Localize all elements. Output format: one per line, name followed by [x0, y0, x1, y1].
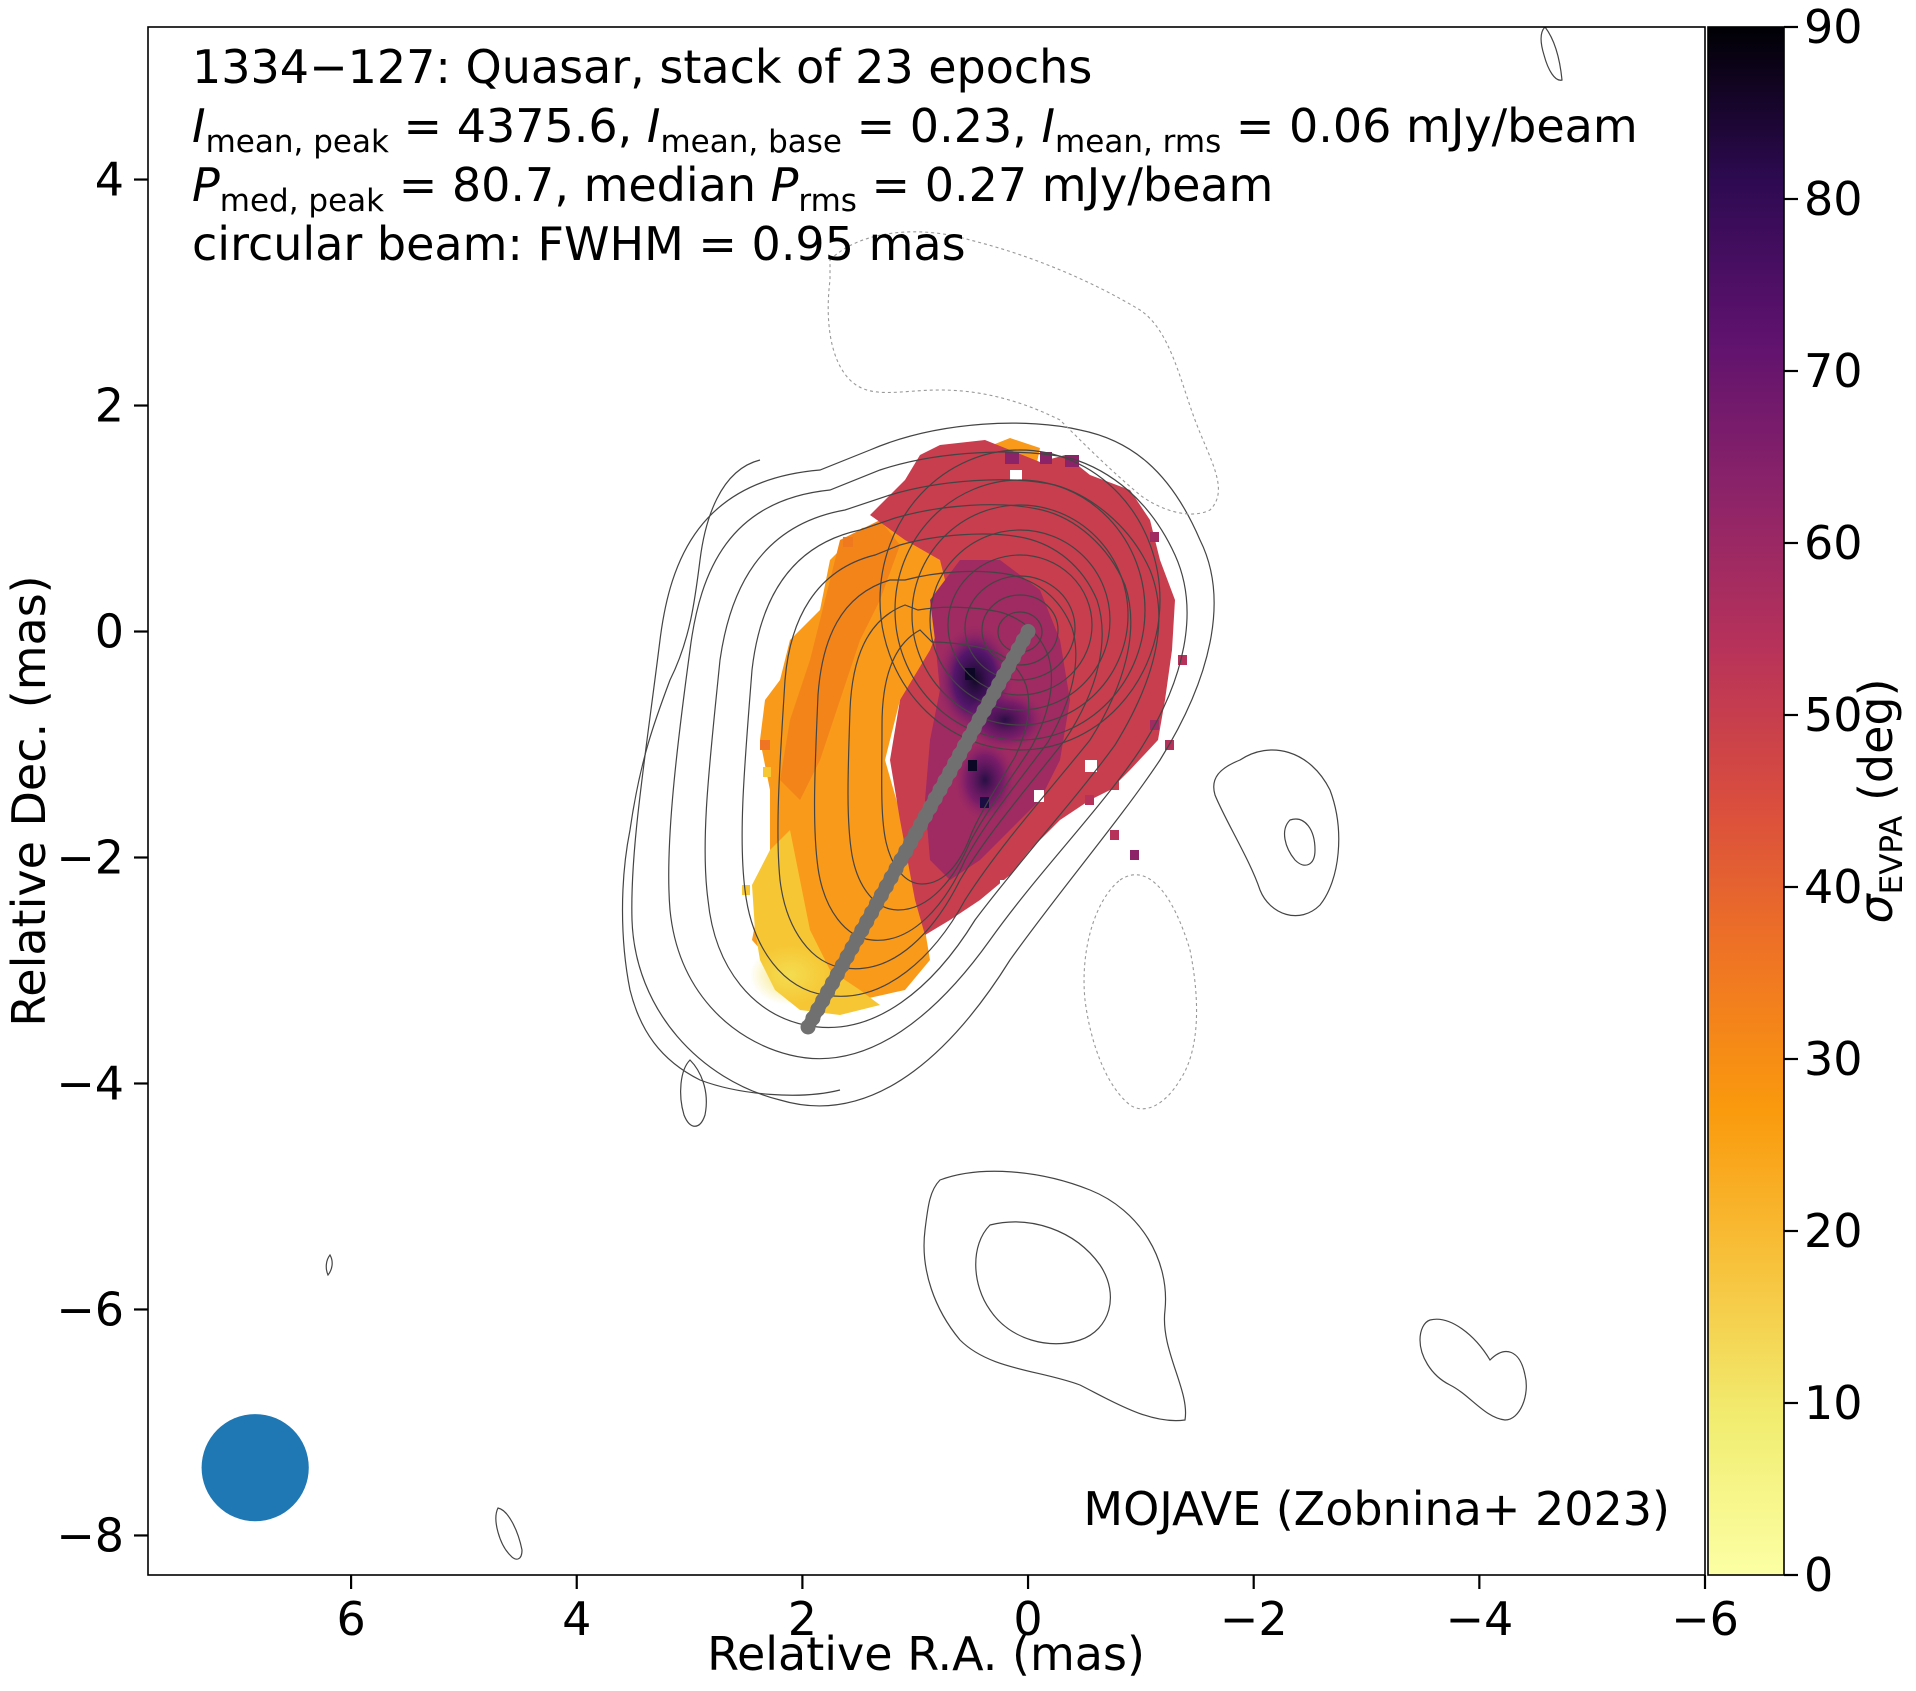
y-axis: 4 2 0 −2 −4 −6 −8: [56, 153, 148, 1562]
x-tick-label: −2: [1220, 1592, 1288, 1646]
ridge-points: [800, 624, 1036, 1035]
annotation-line-2: Imean, peak = 4375.6, Imean, base = 0.23…: [192, 99, 1638, 160]
x-tick-label: −6: [1671, 1592, 1739, 1646]
colorbar: [1707, 26, 1785, 1576]
axes-frame: [147, 26, 1706, 1576]
heatmap-pixel: [763, 767, 771, 777]
heatmap-gap: [1034, 790, 1044, 802]
credit-text: MOJAVE (Zobnina+ 2023): [1083, 1482, 1670, 1536]
x-tick-label: 2: [788, 1592, 817, 1646]
heatmap-gap: [1010, 470, 1022, 480]
heatmap-pixel: [1110, 830, 1119, 840]
heatmap-gap: [1055, 825, 1067, 837]
heatmap-pixel: [1150, 532, 1159, 542]
y-tick-label: −2: [56, 830, 124, 884]
colorbar-tick-label: 40: [1804, 860, 1863, 914]
heatmap-pixel: [1005, 452, 1019, 464]
y-axis-label: Relative Dec. (mas): [2, 575, 56, 1026]
y-tick-label: 4: [95, 153, 124, 207]
colorbar-tick-label: 20: [1804, 1204, 1863, 1258]
x-axis-label: Relative R.A. (mas): [707, 1627, 1145, 1681]
annotation-line-3: Pmed, peak = 80.7, median Prms = 0.27 mJ…: [192, 158, 1273, 219]
negative-contours: [827, 231, 1219, 1110]
y-tick-label: 2: [95, 379, 124, 433]
y-tick-label: −6: [56, 1282, 124, 1336]
colorbar-tick-label: 30: [1804, 1032, 1863, 1086]
annotation-line-1: 1334−127: Quasar, stack of 23 epochs: [192, 40, 1092, 94]
heatmap-pixel-dark: [965, 668, 975, 680]
x-tick-label: 4: [562, 1592, 591, 1646]
annotation-block: 1334−127: Quasar, stack of 23 epochs Ime…: [192, 40, 1638, 271]
colorbar-tick-label: 70: [1804, 344, 1863, 398]
colorbar-axis: 0 10 20 30 40 50 60 70 80 90: [1784, 0, 1863, 1602]
x-axis: 6 4 2 0 −2 −4 −6: [336, 1575, 1739, 1646]
y-tick-label: 0: [95, 605, 124, 659]
colorbar-tick-label: 10: [1804, 1376, 1863, 1430]
heatmap-pixel-dark: [968, 760, 977, 771]
colorbar-tick-label: 50: [1804, 688, 1863, 742]
heatmap-pixel: [1130, 850, 1139, 860]
heatmap-pixel-dark: [980, 797, 989, 808]
y-tick-label: −8: [56, 1508, 124, 1562]
x-tick-label: 6: [336, 1592, 365, 1646]
y-tick-label: −4: [56, 1056, 124, 1110]
heatmap-pixel: [742, 885, 750, 895]
colorbar-tick-label: 80: [1804, 172, 1863, 226]
heatmap-region-orange-upper: [780, 520, 900, 800]
beam-circle: [201, 1414, 309, 1522]
heatmap-pixel: [1085, 795, 1094, 805]
heatmap-pixel: [760, 740, 770, 750]
colorbar-tick-label: 60: [1804, 516, 1863, 570]
heatmap-gap: [1085, 760, 1097, 772]
ridge-point: [800, 1019, 816, 1035]
heatmap-pixel: [843, 537, 853, 547]
x-tick-label: 0: [1013, 1592, 1042, 1646]
colorbar-tick-label: 0: [1804, 1548, 1833, 1602]
intensity-contours: [325, 27, 1563, 1560]
x-tick-label: −4: [1445, 1592, 1513, 1646]
colorbar-label: σEVPA (deg): [1849, 678, 1910, 923]
heatmap-pixel: [1178, 655, 1187, 665]
annotation-line-4: circular beam: FWHM = 0.95 mas: [192, 217, 966, 271]
heatmap-region-low-sigma: [752, 438, 1040, 1010]
heatmap: [742, 438, 1187, 1015]
colorbar-tick-label: 90: [1804, 0, 1863, 54]
